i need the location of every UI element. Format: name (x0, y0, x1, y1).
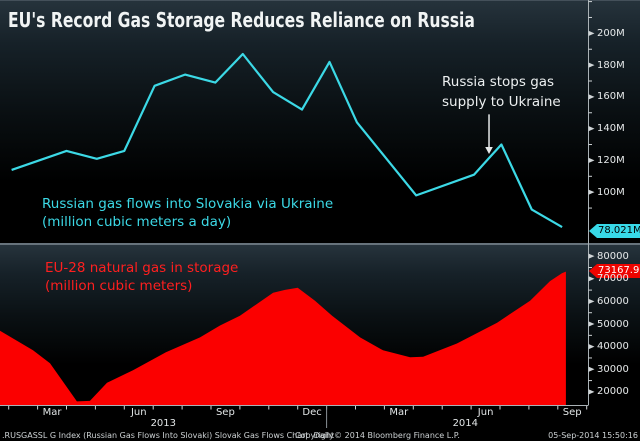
y-major-tick (588, 157, 595, 164)
x-axis-month-label: Jun (130, 407, 147, 418)
x-axis-year-label: 2013 (150, 418, 177, 429)
x-axis-month-label: Sep (215, 407, 235, 418)
footer-bar: .RUSGASSL G Index (Russian Gas Flows Int… (0, 430, 640, 441)
y-major-tick (588, 253, 595, 259)
x-axis-month-label: Sep (562, 407, 582, 418)
y-axis-tick-label: 60000 (597, 295, 629, 307)
x-axis-month-label: Dec (302, 407, 322, 418)
y-axis-tick-label: 120M (597, 154, 625, 166)
storage-area-series (0, 271, 566, 405)
panel-divider-line (0, 243, 640, 245)
y-major-tick (588, 126, 595, 132)
footer-datetime: 05-Sep-2014 15:50:16 (548, 431, 638, 440)
y-major-tick (588, 30, 595, 36)
y-axis-tick-label: 160M (597, 91, 625, 103)
gas-flows-legend: Russian gas flows into Slovakia via Ukra… (42, 195, 333, 231)
y-axis-tick-label: 70000 (597, 273, 629, 285)
x-axis-year-label: 2014 (452, 418, 479, 429)
y-axis-tick-label: 50000 (597, 318, 629, 330)
y-major-tick (588, 276, 595, 282)
storage-legend: EU-28 natural gas in storage (million cu… (45, 259, 238, 295)
gas-flows-legend-line2: (million cubic meters a day) (42, 214, 232, 230)
x-axis-month-label: Mar (389, 407, 409, 418)
footer-copyright: Copyright© 2014 Bloomberg Finance L.P. (295, 431, 460, 440)
y-major-tick (588, 389, 595, 395)
gas-flows-line-series (11, 52, 563, 229)
y-axis-tick-label: 140M (597, 123, 625, 135)
x-axis-month-label: Mar (42, 407, 62, 418)
y-axis-tick-label: 40000 (597, 341, 629, 353)
event-annotation: Russia stops gas supply to Ukraine (442, 72, 561, 112)
y-axis-tick-label: 100M (597, 186, 625, 198)
top-panel-background (0, 0, 640, 243)
y-major-tick (588, 94, 595, 100)
y-major-tick (588, 321, 595, 327)
last-value-badge-gas-flows: 78.021M (589, 224, 640, 238)
y-axis-tick-label: 20000 (597, 386, 629, 398)
y-axis-tick-label: 200M (597, 27, 625, 39)
storage-legend-line1: EU-28 natural gas in storage (45, 260, 239, 276)
storage-legend-line2: (million cubic meters) (45, 278, 193, 294)
gas-flows-legend-line1: Russian gas flows into Slovakia via Ukra… (42, 196, 334, 212)
footer-security-info: .RUSGASSL G Index (Russian Gas Flows Int… (2, 431, 334, 440)
y-major-tick (588, 189, 595, 195)
last-value-badge-storage: 73167.96 (589, 264, 640, 278)
y-axis-tick-label: 180M (597, 59, 625, 71)
top-border-line (0, 0, 640, 1)
chart-title: EU's Record Gas Storage Reduces Reliance… (8, 8, 475, 32)
y-major-tick (588, 62, 595, 68)
x-axis-month-label: Jun (477, 407, 494, 418)
event-annotation-line2: supply to Ukraine (442, 94, 561, 110)
annotation-arrow-head (485, 147, 493, 155)
event-annotation-line1: Russia stops gas (442, 74, 555, 90)
y-axis-tick-label: 80000 (597, 250, 629, 262)
y-major-tick (588, 366, 595, 372)
y-major-tick (588, 298, 595, 305)
y-axis-tick-label: 30000 (597, 363, 629, 375)
y-major-tick (588, 344, 595, 350)
